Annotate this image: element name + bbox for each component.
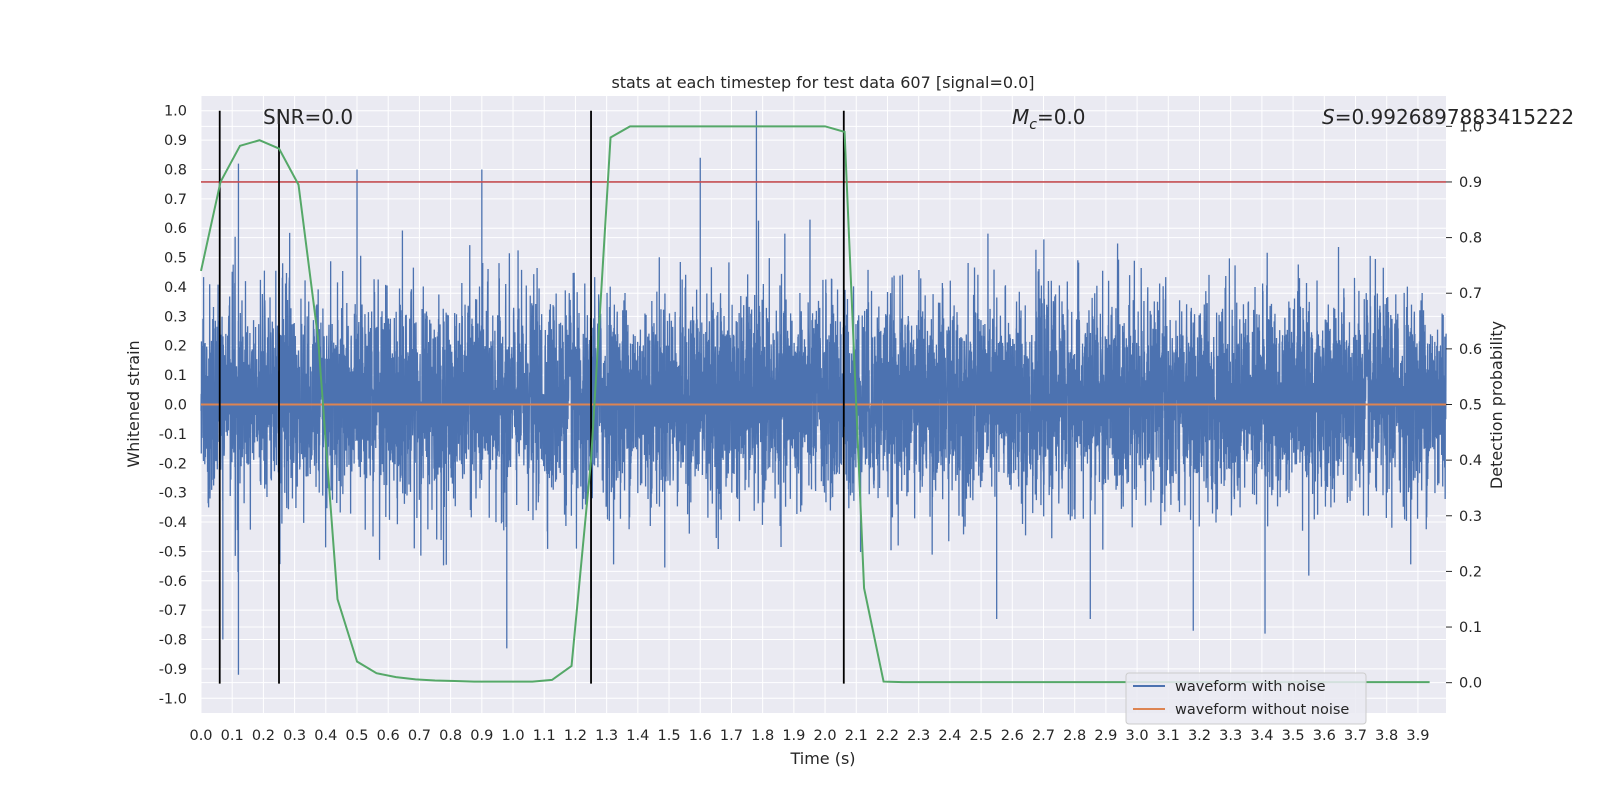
y2-tick-label: 0.9 — [1459, 175, 1482, 191]
y-tick-label: -0.1 — [159, 427, 187, 443]
x-tick-label: 2.3 — [907, 728, 930, 744]
x-axis-label: Time (s) — [789, 749, 855, 768]
x-tick-label: 2.6 — [1001, 728, 1024, 744]
y2-tick-label: 0.3 — [1459, 509, 1482, 525]
x-tick-label: 3.9 — [1406, 728, 1429, 744]
y-tick-label: 0.1 — [164, 368, 187, 384]
x-tick-label: 1.6 — [689, 728, 712, 744]
x-tick-label: 2.4 — [938, 728, 961, 744]
y-tick-label: 0.4 — [164, 280, 187, 296]
x-tick-label: 0.1 — [221, 728, 244, 744]
y2-tick-label: 0.6 — [1459, 342, 1482, 358]
y-tick-label: -0.5 — [159, 544, 187, 560]
x-tick-label: 2.9 — [1094, 728, 1117, 744]
x-tick-label: 3.4 — [1250, 728, 1273, 744]
vertical-markers — [218, 110, 845, 684]
y2-tick-label: 0.2 — [1459, 564, 1482, 580]
y2-tick-label: 1.0 — [1459, 119, 1482, 135]
x-tick-label: 2.0 — [814, 728, 837, 744]
y-tick-label: -0.7 — [159, 603, 187, 619]
x-tick-label: 0.8 — [439, 728, 462, 744]
x-tick-label: 3.5 — [1282, 728, 1305, 744]
y-tick-label: 0.3 — [164, 309, 187, 325]
x-tick-label: 0.3 — [283, 728, 306, 744]
x-tick-label: 3.3 — [1219, 728, 1242, 744]
y2-tick-label: 0.7 — [1459, 286, 1482, 302]
x-tick-label: 2.8 — [1063, 728, 1086, 744]
y2-tick-label: 0.1 — [1459, 620, 1482, 636]
x-tick-label: 3.8 — [1375, 728, 1398, 744]
x-tick-label: 0.9 — [470, 728, 493, 744]
x-tick-label: 0.6 — [377, 728, 400, 744]
x-tick-label: 1.5 — [658, 728, 681, 744]
legend-label-clean: waveform without noise — [1175, 702, 1349, 718]
x-tick-label: 3.1 — [1157, 728, 1180, 744]
y-tick-label: -0.6 — [159, 574, 187, 590]
y2-tick-label: 0.4 — [1459, 453, 1482, 469]
annotation-snr: SNR=0.0 — [263, 105, 353, 129]
y-tick-label: -0.4 — [159, 515, 187, 531]
y-tick-label: 1.0 — [164, 104, 187, 120]
legend-box — [1125, 672, 1367, 725]
x-tick-label: 1.1 — [533, 728, 556, 744]
x-tick-label: 0.2 — [252, 728, 275, 744]
y-tick-label: 0.7 — [164, 192, 187, 208]
x-tick-label: 3.2 — [1188, 728, 1211, 744]
y-tick-label: 0.8 — [164, 162, 187, 178]
x-tick-label: 2.2 — [876, 728, 899, 744]
x-tick-label: 3.6 — [1313, 728, 1336, 744]
annotation-mc: Mc=0.0 — [1012, 105, 1086, 133]
y-tick-label: -0.2 — [159, 456, 187, 472]
x-tick-label: 3.0 — [1126, 728, 1149, 744]
annotation-s: S=0.9926897883415222 — [1322, 105, 1574, 129]
x-tick-label: 0.4 — [314, 728, 337, 744]
legend-label-noise: waveform with noise — [1175, 679, 1326, 695]
x-tick-label: 2.1 — [845, 728, 868, 744]
x-tick-label: 1.3 — [595, 728, 618, 744]
legend: waveform with noise waveform without noi… — [1125, 672, 1367, 725]
y2-tick-label: 0.8 — [1459, 231, 1482, 247]
x-tick-label: 1.9 — [782, 728, 805, 744]
x-tick-label: 3.7 — [1344, 728, 1367, 744]
x-tick-label: 0.0 — [189, 728, 212, 744]
x-tick-label: 1.7 — [720, 728, 743, 744]
x-tick-label: 0.5 — [345, 728, 368, 744]
y-tick-label: -0.8 — [159, 633, 187, 649]
x-tick-label: 1.8 — [751, 728, 774, 744]
x-tick-label: 2.5 — [970, 728, 993, 744]
chart-title: stats at each timestep for test data 607… — [611, 73, 1034, 92]
y-tick-label: 0.2 — [164, 339, 187, 355]
y-tick-label: -1.0 — [159, 691, 187, 707]
y-tick-label: -0.3 — [159, 486, 187, 502]
y-tick-label: 0.6 — [164, 221, 187, 237]
y-axis-label: Whitened strain — [124, 340, 143, 467]
y-tick-label: -0.9 — [159, 662, 187, 678]
tick-labels: 0.0 0.1 0.2 0.3 0.4 0.5 0.6 0.7 0.8 0.9 1.0 1.1 1.2 1… — [159, 104, 1482, 744]
y2-tick-label: 0.0 — [1459, 676, 1482, 692]
y2-tick-label: 0.5 — [1459, 398, 1482, 414]
y-tick-label: 0.5 — [164, 251, 187, 267]
x-tick-label: 1.2 — [564, 728, 587, 744]
x-tick-label: 0.7 — [408, 728, 431, 744]
x-tick-label: 1.0 — [501, 728, 524, 744]
x-tick-label: 2.7 — [1032, 728, 1055, 744]
x-tick-label: 1.4 — [626, 728, 649, 744]
y-tick-label: 0.0 — [164, 398, 187, 414]
y-tick-label: 0.9 — [164, 133, 187, 149]
y2-axis-label: Detection probability — [1487, 321, 1506, 489]
